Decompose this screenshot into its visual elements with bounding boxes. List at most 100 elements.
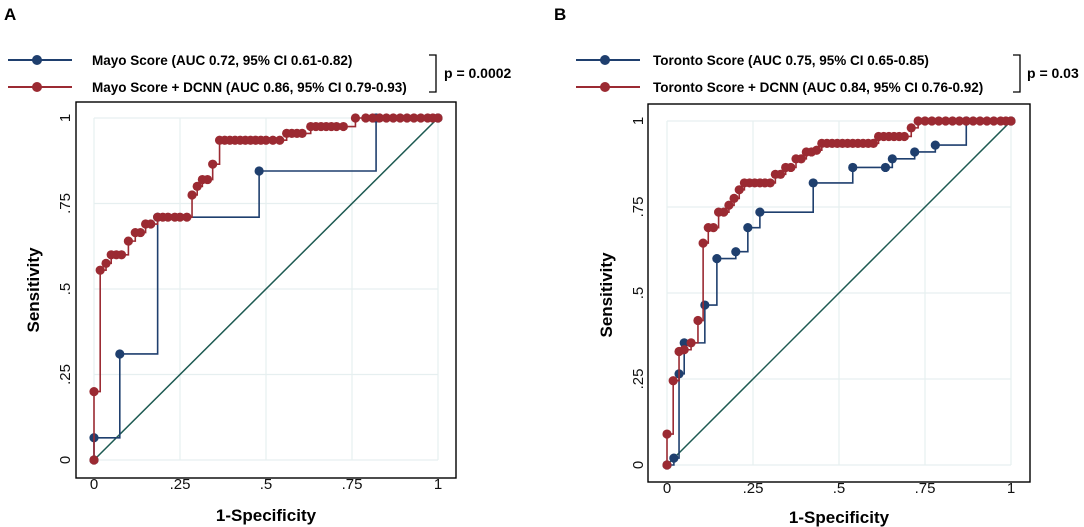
- roc-point-series-1: [668, 376, 678, 386]
- panel-b: B Toronto Score (AUC 0.75, 95% CI 0.65-0…: [554, 5, 1079, 527]
- roc-point-series-1: [338, 121, 348, 132]
- x-tick-label: 1: [1007, 480, 1015, 497]
- roc-point-series-1: [350, 113, 361, 123]
- legend-label-toronto: Toronto Score (AUC 0.75, 95% CI 0.65-0.8…: [653, 53, 929, 68]
- y-axis-title-a: Sensitivity: [24, 247, 43, 333]
- roc-point-series-1: [698, 238, 708, 248]
- y-tick-label: 0: [630, 461, 647, 469]
- roc-point-series-1: [175, 212, 185, 222]
- roc-point-series-1: [920, 116, 930, 126]
- roc-point-series-1: [947, 116, 958, 126]
- x-axis-ticks-a: 0 .25 .5 .75 1: [90, 476, 442, 493]
- roc-point-series-1: [927, 116, 937, 126]
- x-tick-label: .5: [833, 480, 846, 497]
- roc-point-series-1: [388, 113, 398, 123]
- x-tick-label: 1: [434, 476, 442, 493]
- y-tick-label: .25: [57, 364, 74, 385]
- roc-point-series-1: [775, 169, 786, 179]
- roc-point-series-1: [202, 174, 213, 185]
- panel-b-plot: 0 .25 .5 .75 1 0 .25 .5 .75 1 1-Specificity Sens…: [597, 103, 1031, 527]
- roc-point-series-1: [146, 219, 156, 229]
- p-value-b: p = 0.03: [1027, 65, 1079, 81]
- roc-point-series-1: [975, 116, 985, 126]
- roc-point-series-0: [700, 300, 710, 310]
- roc-point-series-1: [89, 455, 99, 465]
- roc-point-series-1: [368, 113, 378, 123]
- roc-point-series-1: [361, 113, 371, 123]
- y-tick-label: .5: [630, 287, 647, 300]
- roc-point-series-1: [395, 113, 405, 123]
- roc-curves-a: [89, 113, 443, 465]
- panel-a-plot: 0 .25 .5 .75 1 0 .25 .5 .75 1 1-Specificity Sens…: [24, 101, 457, 525]
- x-tick-label: 0: [663, 480, 671, 497]
- roc-point-series-1: [381, 113, 391, 123]
- roc-point-series-1: [297, 128, 307, 138]
- roc-point-series-0: [910, 147, 920, 157]
- x-tick-label: .75: [342, 476, 363, 493]
- roc-point-series-1: [331, 121, 342, 132]
- roc-point-series-0: [254, 166, 264, 176]
- legend-label-mayo-dcnn: Mayo Score + DCNN (AUC 0.86, 95% CI 0.79…: [92, 80, 407, 95]
- roc-point-series-1: [1006, 116, 1016, 126]
- roc-point-series-1: [729, 193, 739, 203]
- roc-point-series-0: [880, 162, 891, 173]
- plot-frame-b: [647, 103, 1031, 483]
- roc-point-series-0: [712, 254, 722, 264]
- legend-marker-mayo-dcnn: [32, 82, 42, 92]
- roc-point-series-1: [163, 212, 173, 222]
- roc-point-series-1: [868, 138, 879, 148]
- x-axis-ticks-b: 0 .25 .5 .75 1: [663, 480, 1015, 497]
- roc-point-series-1: [961, 116, 971, 126]
- roc-point-series-1: [433, 113, 443, 123]
- roc-point-series-1: [95, 265, 105, 275]
- roc-point-series-1: [934, 116, 944, 126]
- roc-point-series-1: [968, 116, 978, 126]
- roc-point-series-1: [941, 116, 951, 126]
- roc-point-series-1: [101, 258, 111, 268]
- roc-point-series-1: [116, 250, 127, 260]
- y-tick-label: 1: [630, 117, 647, 125]
- panel-b-label: B: [554, 5, 566, 24]
- roc-point-series-1: [402, 113, 412, 123]
- legend-marker-toronto: [600, 55, 610, 65]
- roc-point-series-0: [808, 178, 818, 188]
- panel-b-legend: Toronto Score (AUC 0.75, 95% CI 0.65-0.8…: [576, 53, 1079, 95]
- roc-point-series-1: [123, 236, 133, 246]
- roc-point-series-1: [192, 181, 202, 191]
- roc-point-series-1: [989, 116, 999, 126]
- roc-point-series-1: [734, 185, 744, 195]
- plot-frame-a: [75, 101, 457, 479]
- roc-point-series-1: [187, 190, 197, 200]
- p-value-a: p = 0.0002: [444, 65, 512, 81]
- roc-point-series-1: [182, 212, 192, 222]
- roc-point-series-1: [954, 116, 965, 126]
- x-tick-label: .25: [170, 476, 191, 493]
- roc-point-series-1: [724, 200, 734, 210]
- x-tick-label: .75: [915, 480, 936, 497]
- roc-point-series-1: [686, 338, 696, 348]
- roc-point-series-0: [887, 154, 897, 164]
- roc-point-series-0: [679, 338, 689, 348]
- legend-label-toronto-dcnn: Toronto Score + DCNN (AUC 0.84, 95% CI 0…: [653, 80, 983, 95]
- roc-point-series-0: [848, 162, 858, 173]
- y-tick-label: .75: [57, 193, 74, 214]
- p-value-bracket-b: [1013, 54, 1021, 93]
- y-tick-label: .5: [57, 283, 74, 296]
- roc-point-series-0: [755, 207, 765, 217]
- p-value-bracket-a: [429, 54, 437, 93]
- roc-point-series-0: [115, 349, 125, 359]
- y-axis-title-b: Sensitivity: [597, 252, 616, 338]
- roc-point-series-1: [913, 116, 923, 126]
- reference-diagonal-b: [666, 120, 1012, 466]
- roc-point-series-1: [899, 131, 909, 142]
- roc-point-series-1: [765, 178, 775, 188]
- roc-point-series-1: [812, 145, 822, 155]
- roc-point-series-1: [374, 113, 385, 123]
- roc-point-series-1: [662, 460, 672, 470]
- y-tick-label: 0: [57, 456, 74, 464]
- roc-point-series-1: [135, 227, 146, 238]
- roc-point-series-1: [208, 159, 218, 169]
- legend-marker-mayo: [32, 55, 42, 65]
- roc-point-series-1: [89, 387, 99, 397]
- roc-point-series-1: [679, 345, 689, 355]
